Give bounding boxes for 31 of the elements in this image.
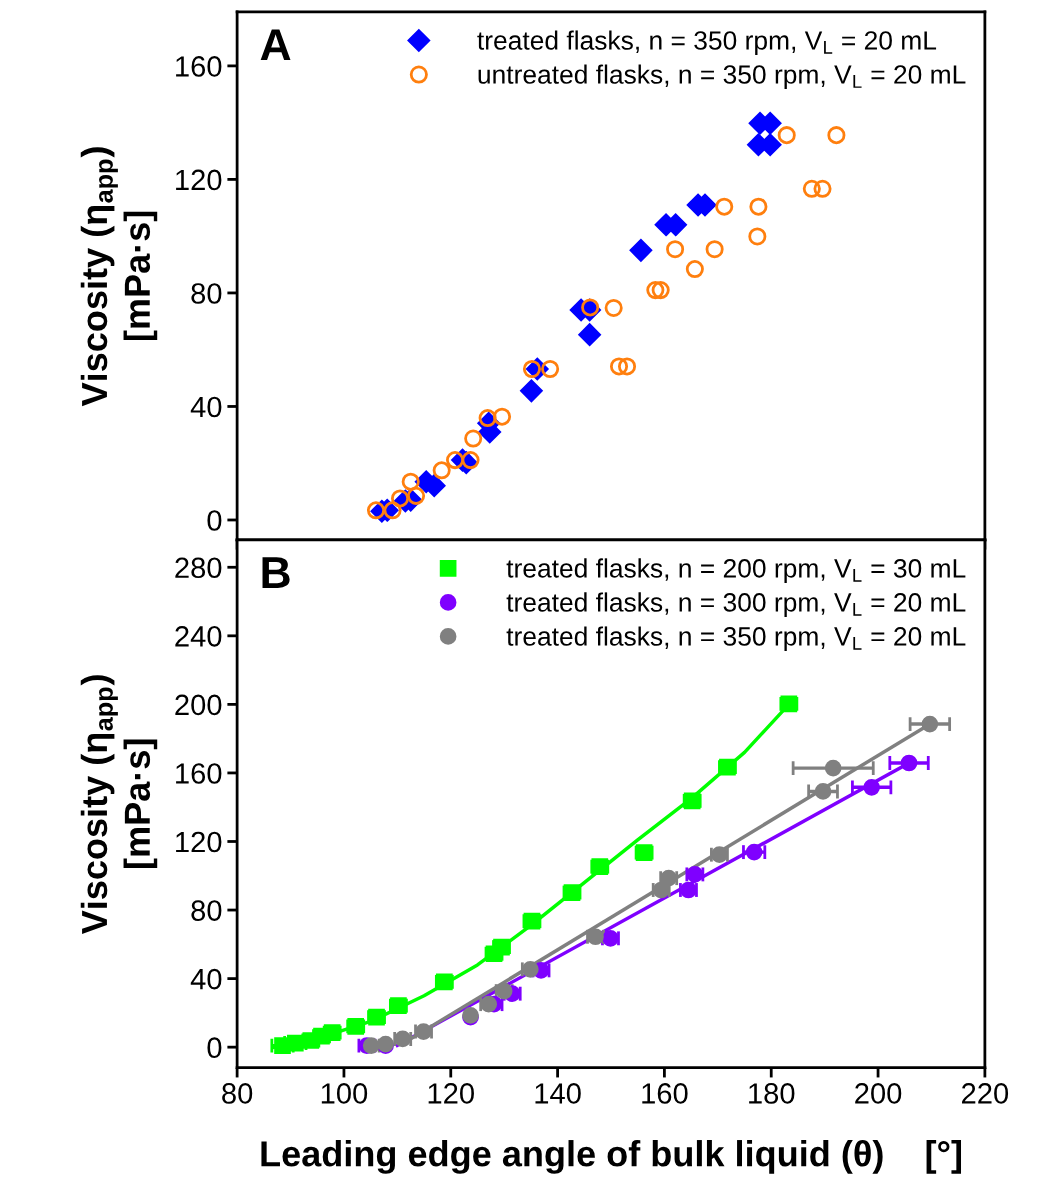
legend-label: untreated flasks, n = 350 rpm, V$_{L}$ = 20 mL (478, 64, 966, 90)
x-axis-title: Leading edge angle of bulk liquid (θ) [°] (261, 1140, 962, 1174)
y-tick-label: 0 (207, 1037, 222, 1059)
annotation: A (260, 29, 291, 61)
x-tick-label: 160 (642, 1083, 688, 1104)
y-tick-label: 80 (191, 283, 222, 304)
y-tick-label: 120 (176, 169, 222, 191)
y-tick-label: 0 (207, 510, 222, 531)
x-tick-label: 180 (749, 1083, 795, 1104)
legend-label: treated flasks, n = 350 rpm, V$_{L}$ = 20 mL (506, 626, 966, 651)
legend-label: treated flasks, n = 300 rpm, V$_{L}$ = 20 mL (506, 592, 966, 617)
x-tick-label: 120 (428, 1083, 474, 1104)
x-tick-label: 220 (962, 1083, 1009, 1104)
text: Viscosity (η$_{app}$) [mPa·s] (80, 147, 158, 407)
x-tick-label: 80 (222, 1083, 253, 1104)
y-tick-label: 160 (176, 763, 222, 784)
x-tick-label: 100 (321, 1083, 368, 1104)
annotation: B (262, 557, 290, 588)
y-tick-label: 80 (191, 900, 222, 921)
y-tick-label: 280 (175, 557, 222, 579)
y-tick-label: 40 (190, 968, 222, 990)
y-tick-label: 240 (175, 626, 222, 647)
y-tick-label: 120 (176, 831, 222, 853)
legend-label: treated flasks, n = 350 rpm, V$_{L}$ = 20 mL (477, 30, 937, 56)
text: Viscosity (η$_{app}$) [mPa·s] (80, 675, 158, 935)
y-tick-label: 160 (176, 56, 222, 77)
x-tick-label: 140 (535, 1083, 581, 1104)
x-tick-label: 200 (855, 1083, 902, 1104)
legend-label: treated flasks, n = 200 rpm, V$_{L}$ = 30 mL (506, 558, 966, 583)
y-tick-label: 200 (175, 694, 222, 716)
y-tick-label: 40 (190, 396, 222, 418)
